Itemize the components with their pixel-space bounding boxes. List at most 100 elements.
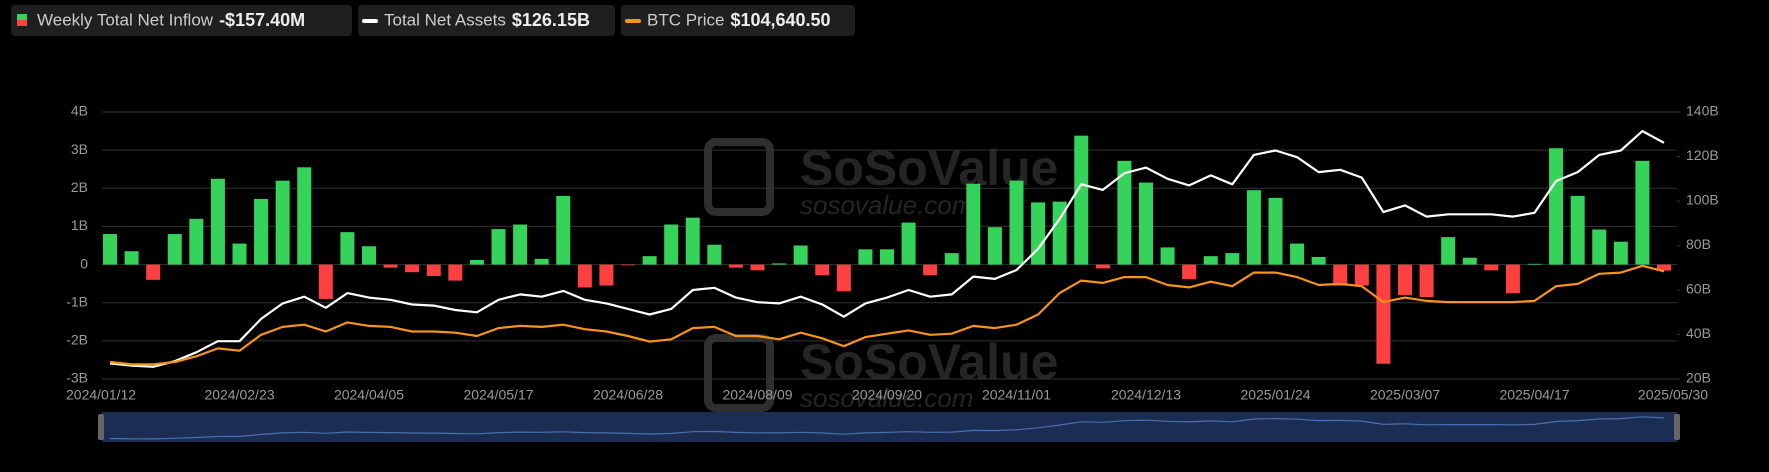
bar <box>1009 180 1024 265</box>
x-tick-label: 2024/08/09 <box>722 387 792 403</box>
legend-label: Total Net Assets <box>384 10 506 29</box>
bar <box>685 217 700 265</box>
bar <box>772 263 787 265</box>
y-tick-label: 4B <box>71 103 88 119</box>
x-tick-label: 2025/01/24 <box>1240 387 1310 403</box>
legend-item[interactable]: BTC Price $104,640.50 <box>621 5 855 36</box>
y-tick-label: 2B <box>71 179 88 195</box>
watermark-url: sosovalue.com <box>800 383 973 413</box>
bar <box>815 264 830 276</box>
bar <box>1031 202 1046 265</box>
y2-tick-label: 140B <box>1686 103 1719 119</box>
y2-tick-label: 40B <box>1686 325 1711 341</box>
bar <box>621 264 635 266</box>
legend-item[interactable]: Total Net Assets $126.15B <box>358 5 615 36</box>
legend-item[interactable]: Weekly Total Net Inflow -$157.40M <box>11 5 352 36</box>
x-tick-label: 2024/02/23 <box>204 387 274 403</box>
bar <box>664 224 679 265</box>
bar <box>318 264 333 299</box>
bar <box>858 249 873 265</box>
bar <box>448 264 463 281</box>
bar <box>1246 190 1261 265</box>
bar <box>1462 257 1477 265</box>
bar <box>577 264 592 288</box>
bar <box>167 234 182 265</box>
bar <box>923 264 938 276</box>
line <box>109 264 1665 366</box>
bar <box>1527 263 1542 265</box>
watermark-logo <box>704 334 774 412</box>
bar <box>599 264 614 286</box>
navigator-handle[interactable] <box>98 414 104 440</box>
bar <box>1613 241 1628 265</box>
bar <box>1160 247 1175 265</box>
watermark-logo <box>704 138 774 216</box>
y2-tick-label: 60B <box>1686 281 1711 297</box>
bar <box>1570 195 1585 265</box>
bar <box>362 246 376 265</box>
bar <box>534 258 549 265</box>
bar <box>880 249 894 265</box>
bar <box>944 253 959 265</box>
y-tick-label: -3B <box>66 370 88 386</box>
navigator[interactable] <box>102 412 1677 442</box>
bar <box>987 227 1002 265</box>
bar <box>642 256 657 265</box>
y-tick-label: 0 <box>80 255 88 271</box>
bar <box>1592 229 1607 265</box>
bar <box>1117 160 1132 265</box>
bar <box>1376 264 1391 364</box>
legend-value: $126.15B <box>512 10 590 30</box>
y-tick-label: 3B <box>71 141 88 157</box>
bar <box>469 259 484 265</box>
bar <box>836 264 851 292</box>
bar <box>232 243 247 265</box>
legend-swatch <box>17 14 27 20</box>
bar <box>1182 264 1197 280</box>
navigator-handle[interactable] <box>1674 414 1680 440</box>
bar <box>793 245 808 265</box>
x-tick-label: 2025/03/07 <box>1370 387 1440 403</box>
bar <box>707 244 722 265</box>
bar <box>383 264 398 268</box>
bar <box>1441 237 1456 265</box>
bar <box>1268 197 1283 265</box>
bar <box>1549 148 1564 265</box>
bar <box>1635 160 1650 265</box>
x-tick-label: 2024/05/17 <box>463 387 533 403</box>
bar <box>297 167 312 265</box>
y2-tick-label: 100B <box>1686 192 1719 208</box>
line <box>109 130 1665 368</box>
bar <box>275 180 290 265</box>
bar <box>728 264 743 268</box>
bar <box>966 183 981 265</box>
bar <box>556 195 571 265</box>
bar <box>405 264 420 273</box>
bar <box>1419 264 1434 297</box>
bar <box>254 198 269 265</box>
bar <box>750 264 765 271</box>
bar <box>426 264 441 277</box>
legend-box <box>11 5 352 36</box>
x-tick-label: 2024/12/13 <box>1111 387 1181 403</box>
legend: Weekly Total Net Inflow -$157.40M Total Ne… <box>11 5 855 36</box>
bar <box>1225 253 1240 265</box>
legend-box <box>358 5 615 36</box>
legend-label: Weekly Total Net Inflow <box>37 10 214 29</box>
y2-tick-label: 120B <box>1686 147 1719 163</box>
bar <box>1290 243 1305 265</box>
x-tick-label: 2024/09/20 <box>852 387 922 403</box>
bar <box>1657 264 1671 271</box>
bar <box>1203 256 1218 265</box>
bar <box>1052 201 1067 265</box>
y2-tick-label: 80B <box>1686 236 1711 252</box>
bar <box>1139 182 1153 265</box>
bar <box>189 218 204 265</box>
x-tick-label: 2024/11/01 <box>982 387 1051 403</box>
x-tick-label: 2024/04/05 <box>334 387 404 403</box>
legend-box <box>621 5 855 36</box>
bar <box>1505 264 1520 294</box>
